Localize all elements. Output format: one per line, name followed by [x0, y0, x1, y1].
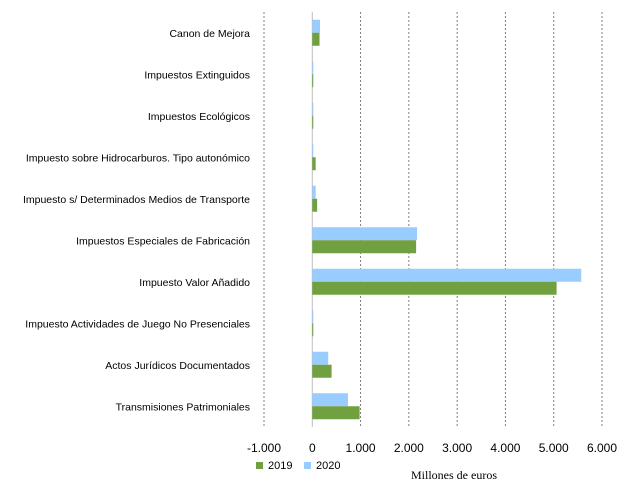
x-tick-label: -1.000 [247, 441, 281, 455]
bar-2020 [312, 19, 321, 33]
bar-2019 [312, 406, 360, 420]
category-label: Impuestos Extinguidos [144, 69, 250, 81]
bar-2019 [312, 364, 332, 378]
category-label: Impuestos Especiales de Fabricación [76, 235, 250, 247]
category-label: Impuesto Actividades de Juego No Presenc… [25, 318, 250, 330]
bar-2019 [312, 281, 557, 295]
category-label: Canon de Mejora [169, 28, 250, 40]
x-tick-labels: -1.000 0 1.000 2.000 3.000 4.000 5.000 6.000 [247, 441, 617, 455]
bar-2020 [312, 144, 314, 158]
x-tick-label: 2.000 [394, 441, 424, 455]
bars [312, 19, 582, 420]
category-label: Actos Jurídicos Documentados [105, 360, 250, 372]
bar-2019 [312, 323, 314, 337]
legend: 2019 2020 [256, 460, 340, 472]
bar-2020 [312, 185, 316, 199]
category-label: Transmisiones Patrimoniales [116, 401, 250, 413]
x-tick-label: 1.000 [346, 441, 376, 455]
category-label: Impuesto Valor Añadido [139, 277, 250, 289]
bar-2020 [312, 102, 314, 116]
legend-swatch-2019 [256, 462, 263, 469]
x-tick-label: 0 [309, 441, 316, 455]
bar-2020 [312, 393, 349, 407]
bar-2020 [312, 227, 418, 241]
bar-2019 [312, 157, 316, 171]
bar-2020 [312, 351, 329, 365]
category-label: Impuestos Ecológicos [148, 111, 250, 123]
x-tick-label: 5.000 [539, 441, 569, 455]
x-tick-label: 6.000 [587, 441, 617, 455]
category-label: Impuesto s/ Determinados Medios de Trans… [23, 194, 250, 206]
legend-label-2019: 2019 [268, 460, 292, 472]
bar-2019 [312, 74, 314, 88]
legend-swatch-2020 [304, 462, 311, 469]
bar-2020 [312, 61, 314, 75]
bar-2019 [312, 198, 318, 212]
legend-label-2020: 2020 [316, 460, 340, 472]
x-tick-label: 3.000 [442, 441, 472, 455]
bar-2020 [312, 310, 314, 324]
bar-2019 [312, 32, 320, 46]
bar-2020 [312, 268, 582, 282]
bar-2019 [312, 240, 417, 254]
category-labels: Canon de Mejora Impuestos Extinguidos Impu… [23, 28, 250, 414]
gridlines [263, 12, 603, 427]
x-tick-label: 4.000 [490, 441, 520, 455]
category-label: Impuesto sobre Hidrocarburos. Tipo auton… [26, 152, 250, 164]
bar-2019 [312, 115, 314, 129]
x-axis-title: Millones de euros [411, 468, 497, 482]
